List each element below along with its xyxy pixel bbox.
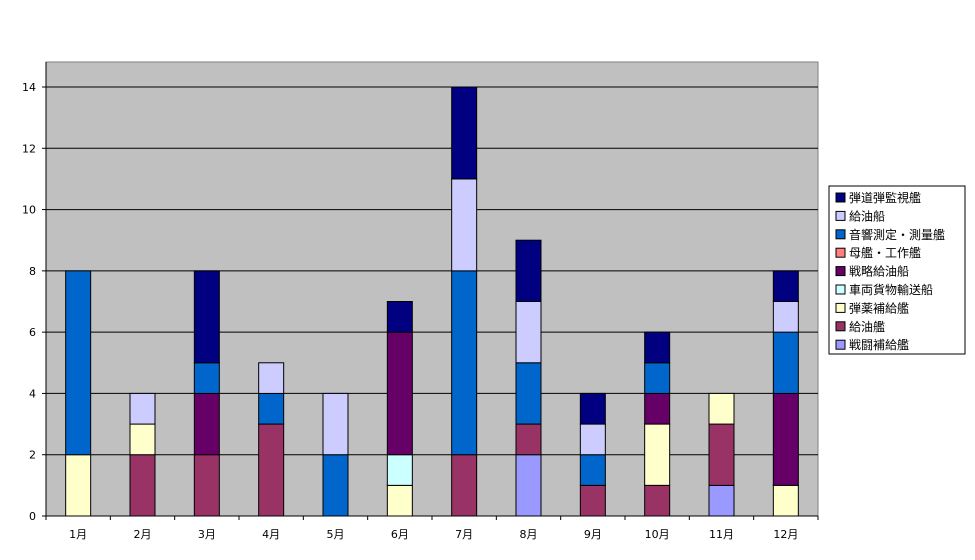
bar-segment: [451, 86, 478, 180]
bar-segment: [579, 484, 606, 517]
bar-segment: [644, 362, 671, 394]
legend-label: 弾薬補給艦: [849, 301, 909, 315]
y-tick-label: 14: [22, 81, 36, 94]
legend-swatch: [835, 192, 846, 203]
bar-segment: [708, 423, 735, 486]
legend-swatch: [835, 266, 846, 277]
bar-segment: [515, 301, 542, 364]
bar-segment: [772, 484, 799, 517]
x-tick-label: 7月: [455, 528, 473, 541]
x-tick-label: 6月: [391, 528, 409, 541]
bar-segment: [579, 454, 606, 486]
bar-segment: [644, 484, 671, 517]
x-tick-label: 2月: [134, 528, 152, 541]
bar-segment: [65, 270, 92, 456]
legend-label: 母艦・工作艦: [849, 246, 921, 260]
legend-swatch: [835, 284, 846, 295]
bar-segment: [515, 454, 542, 517]
bar-segment: [579, 392, 606, 425]
x-tick-label: 10月: [645, 528, 670, 541]
bar-segment: [258, 362, 285, 394]
plot-area: [45, 61, 819, 517]
bar-segment: [129, 392, 156, 425]
bar-segment: [322, 392, 349, 456]
legend-label: 給油船: [849, 209, 885, 223]
x-tick-label: 1月: [69, 528, 87, 541]
bar-segment: [258, 392, 285, 425]
bar-segment: [386, 331, 413, 456]
bar-segment: [644, 331, 671, 364]
legend-label: 音響測定・測量艦: [849, 227, 945, 242]
legend-swatch: [835, 229, 846, 240]
legend-swatch: [835, 247, 846, 258]
bar-segment: [451, 178, 478, 272]
legend-box: [828, 185, 966, 355]
y-tick-label: 0: [29, 510, 36, 523]
bar-segment: [193, 362, 220, 394]
bar-segment: [772, 331, 799, 394]
legend-label: 弾道弾監視艦: [849, 190, 921, 205]
bar-segment: [386, 454, 413, 486]
bar-segment: [708, 484, 735, 517]
y-tick-label: 12: [22, 142, 36, 155]
bar-segment: [129, 423, 156, 456]
bar-segment: [193, 392, 220, 456]
bar-segment: [772, 270, 799, 303]
axes: 0 2 4 6 8 10 12 14 1月 2月 3月 4月 5月 6月 7月 8月 9月 10月 11月 12月: [22, 62, 819, 541]
bar-segment: [322, 454, 349, 517]
bar-segment: [258, 423, 285, 517]
legend-label: 戦闘補給艦: [849, 338, 909, 352]
y-tick-label: 6: [29, 326, 36, 339]
bar-segment: [515, 239, 542, 302]
legend-label: 戦略給油船: [849, 264, 909, 279]
bars: [65, 86, 799, 517]
bar-segment: [451, 270, 478, 456]
x-tick-label: 5月: [327, 528, 345, 541]
bar-segment: [644, 423, 671, 486]
bar-segment: [708, 392, 735, 425]
x-tick-label: 3月: [198, 528, 216, 541]
bar-segment: [386, 484, 413, 517]
legend-swatch: [835, 302, 846, 313]
bar-segment: [451, 454, 478, 517]
legend: 弾道弾監視艦給油船音響測定・測量艦母艦・工作艦戦略給油船車両貨物輸送船弾薬補給艦…: [828, 185, 966, 355]
bar-segment: [772, 392, 799, 486]
bar-segment: [515, 423, 542, 456]
y-tick-label: 8: [29, 265, 36, 278]
grid-lines: [46, 86, 818, 456]
x-tick-label: 11月: [709, 528, 734, 541]
x-tick-label: 9月: [584, 528, 602, 541]
x-tick-label: 4月: [262, 528, 280, 541]
x-tick-label: 8月: [520, 528, 538, 541]
bar-segment: [644, 392, 671, 425]
bar-segment: [386, 301, 413, 333]
y-tick-label: 10: [22, 204, 36, 217]
y-tick-label: 2: [29, 449, 36, 462]
x-tick-label: 12月: [773, 528, 798, 541]
bar-segment: [65, 454, 92, 517]
y-tick-label: 4: [29, 387, 36, 400]
legend-swatch: [835, 339, 846, 350]
bar-segment: [129, 454, 156, 517]
bar-segment: [772, 301, 799, 333]
bar-segment: [193, 454, 220, 517]
legend-swatch: [835, 210, 846, 221]
legend-label: 車両貨物輸送船: [849, 282, 933, 297]
legend-swatch: [835, 321, 846, 332]
legend-label: 給油艦: [849, 320, 885, 334]
bar-segment: [193, 270, 220, 364]
bar-segment: [515, 362, 542, 425]
bar-segment: [579, 423, 606, 456]
